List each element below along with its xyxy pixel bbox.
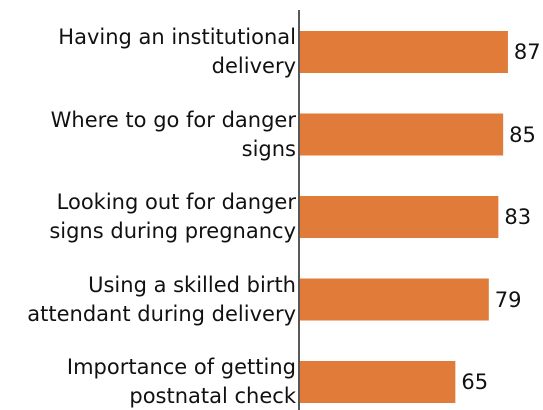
category-label: Where to go for danger signs (50, 107, 296, 161)
category-label: Having an institutional delivery (58, 25, 296, 78)
bar (300, 361, 456, 403)
value-label: 65 (461, 370, 489, 394)
category-label: Looking out for danger signs during preg… (49, 190, 296, 243)
value-label: 83 (504, 205, 532, 229)
bar (300, 31, 508, 73)
value-label: 79 (494, 287, 522, 312)
category-label: Using a skilled birth attendant during d… (27, 272, 296, 326)
bar (300, 113, 504, 156)
value-label: 85 (509, 122, 536, 147)
bar (300, 278, 489, 321)
value-label: 87 (513, 40, 541, 64)
category-label: Importance of getting postnatal check (66, 355, 296, 408)
bar (300, 196, 499, 238)
